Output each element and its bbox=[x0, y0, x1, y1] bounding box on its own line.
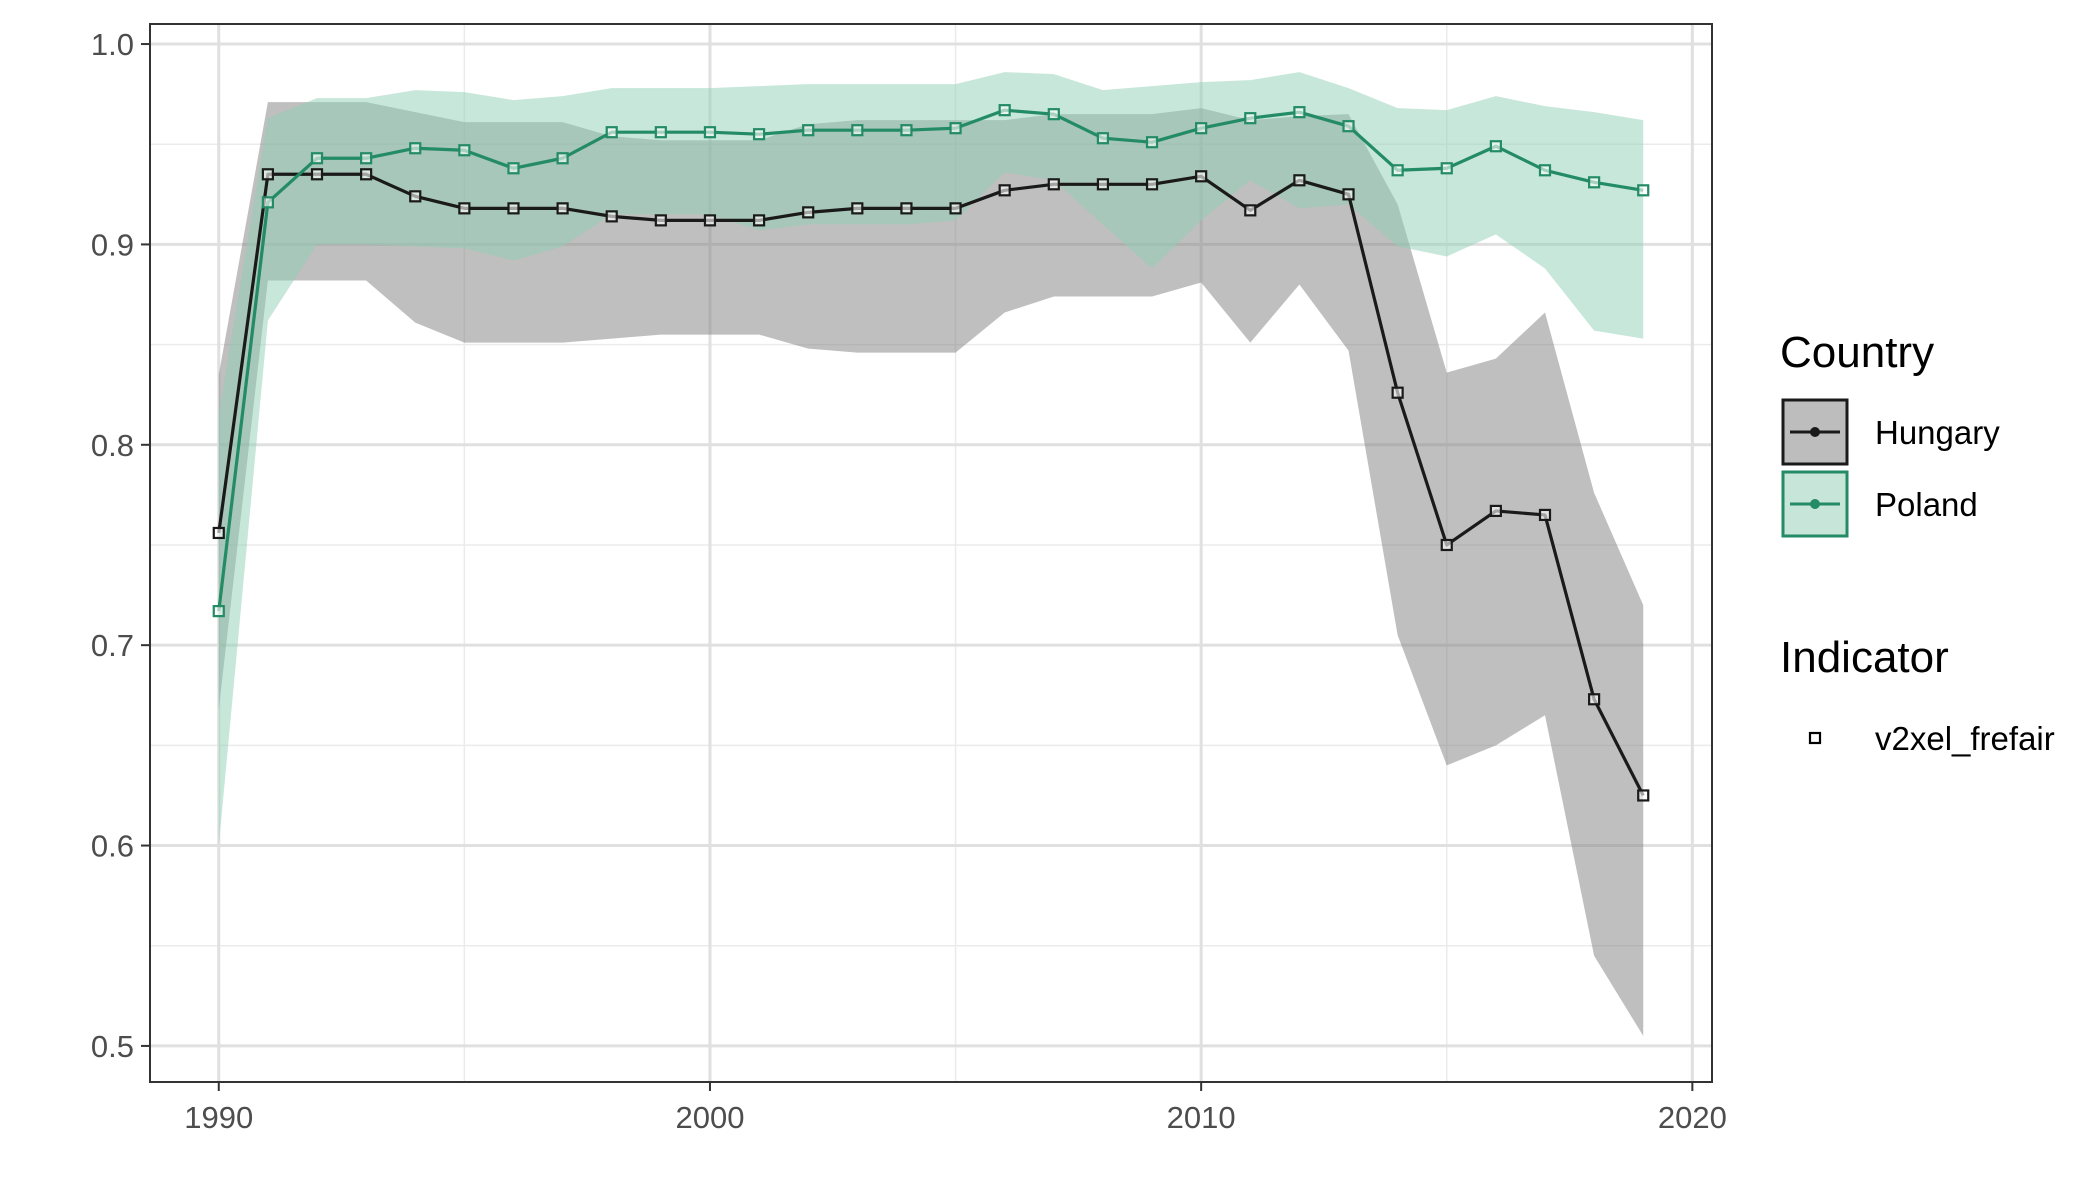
legend-item-hungary: Hungary bbox=[1781, 398, 2000, 466]
line-poland bbox=[217, 108, 1644, 612]
point-hungary-2004 bbox=[900, 202, 913, 215]
point-poland-2008 bbox=[1096, 132, 1110, 145]
point-poland-2010 bbox=[1195, 122, 1208, 135]
line-hungary bbox=[217, 172, 1645, 797]
y-tick-label: 0.7 bbox=[91, 628, 134, 663]
legend-title-indicator: Indicator bbox=[1780, 633, 1949, 682]
y-tick-label: 0.5 bbox=[91, 1029, 134, 1064]
point-poland-1998 bbox=[605, 126, 618, 139]
point-poland-2013 bbox=[1342, 120, 1355, 133]
point-hungary-2015 bbox=[1440, 538, 1453, 552]
point-poland-2001 bbox=[752, 128, 766, 141]
point-hungary-1991 bbox=[261, 168, 274, 181]
legend-key-square-marker bbox=[1808, 731, 1822, 745]
point-hungary-2005 bbox=[949, 202, 962, 215]
point-hungary-2006 bbox=[998, 184, 1011, 197]
point-hungary-1992 bbox=[310, 168, 324, 181]
point-hungary-2003 bbox=[851, 202, 864, 215]
series-points bbox=[212, 104, 1650, 802]
x-axis-tick-labels: 1990 2000 2010 2020 bbox=[184, 1100, 1727, 1135]
point-poland-2004 bbox=[900, 124, 913, 137]
point-hungary-2013 bbox=[1342, 188, 1355, 201]
point-poland-2016 bbox=[1489, 140, 1502, 153]
point-hungary-1993 bbox=[360, 168, 373, 181]
point-hungary-2012 bbox=[1293, 174, 1306, 187]
point-poland-2019 bbox=[1637, 184, 1650, 197]
grid-major bbox=[150, 24, 1712, 1082]
axis-ticks bbox=[141, 43, 1694, 1091]
point-hungary-2002 bbox=[802, 206, 815, 219]
point-poland-1992 bbox=[310, 152, 324, 165]
point-hungary-2016 bbox=[1489, 504, 1502, 518]
legend-item-poland: Poland bbox=[1781, 470, 1978, 538]
point-hungary-2001 bbox=[752, 214, 766, 227]
point-hungary-2008 bbox=[1096, 178, 1110, 191]
point-hungary-1999 bbox=[654, 214, 667, 227]
point-hungary-1995 bbox=[458, 202, 471, 215]
y-tick-label: 1.0 bbox=[91, 27, 134, 62]
legend-key-dot-poland bbox=[1810, 499, 1820, 509]
point-poland-2012 bbox=[1293, 106, 1306, 119]
x-tick-label: 2010 bbox=[1167, 1100, 1236, 1135]
point-poland-2015 bbox=[1440, 162, 1453, 175]
point-hungary-2018 bbox=[1588, 693, 1601, 706]
point-poland-1996 bbox=[507, 162, 520, 175]
point-poland-1999 bbox=[654, 126, 667, 139]
x-tick-label: 2020 bbox=[1658, 1100, 1727, 1135]
point-hungary-2017 bbox=[1538, 508, 1552, 522]
point-poland-2000 bbox=[703, 126, 717, 139]
point-hungary-1996 bbox=[507, 202, 520, 215]
legend-key-dot-hungary bbox=[1810, 427, 1820, 437]
y-axis-tick-labels: 0.5 0.6 0.7 0.8 0.9 1.0 bbox=[91, 27, 134, 1064]
point-poland-2006 bbox=[998, 104, 1011, 117]
point-poland-2005 bbox=[949, 122, 962, 135]
point-poland-2011 bbox=[1244, 112, 1257, 125]
y-tick-label: 0.8 bbox=[91, 428, 134, 463]
point-poland-1994 bbox=[409, 142, 422, 155]
y-tick-label: 0.6 bbox=[91, 829, 134, 864]
legend: Country Hungary Poland Indicator v2xel_f… bbox=[1780, 328, 2055, 757]
x-tick-label: 2000 bbox=[675, 1100, 744, 1135]
point-hungary-1997 bbox=[556, 202, 569, 215]
series-lines bbox=[217, 108, 1645, 797]
plot-panel-border bbox=[149, 23, 1713, 1083]
point-poland-2003 bbox=[851, 124, 864, 137]
point-poland-1990 bbox=[212, 605, 225, 618]
point-hungary-2007 bbox=[1047, 178, 1060, 191]
point-hungary-2011 bbox=[1244, 204, 1257, 217]
point-hungary-2000 bbox=[703, 214, 717, 227]
legend-item-indicator: v2xel_frefair bbox=[1808, 720, 2055, 757]
band-hungary bbox=[218, 102, 1644, 1036]
point-poland-2009 bbox=[1145, 136, 1159, 149]
point-poland-1995 bbox=[458, 144, 471, 157]
point-poland-2007 bbox=[1047, 108, 1060, 121]
point-hungary-2009 bbox=[1145, 178, 1159, 191]
point-poland-1991 bbox=[261, 196, 274, 209]
point-poland-1997 bbox=[556, 152, 569, 165]
x-tick-label: 1990 bbox=[184, 1100, 253, 1135]
y-tick-label: 0.9 bbox=[91, 227, 134, 262]
legend-label-poland: Poland bbox=[1875, 486, 1978, 523]
point-poland-2002 bbox=[802, 124, 815, 137]
point-poland-2017 bbox=[1538, 164, 1552, 177]
point-hungary-1994 bbox=[409, 190, 422, 203]
point-hungary-2014 bbox=[1391, 386, 1404, 399]
point-poland-2018 bbox=[1588, 176, 1601, 189]
legend-label-hungary: Hungary bbox=[1875, 414, 2000, 451]
point-hungary-2010 bbox=[1195, 170, 1208, 183]
point-hungary-1998 bbox=[605, 210, 618, 223]
point-hungary-1990 bbox=[212, 526, 225, 540]
legend-label-v2xel-frefair: v2xel_frefair bbox=[1875, 720, 2055, 757]
point-hungary-2019 bbox=[1637, 789, 1650, 802]
legend-title-country: Country bbox=[1780, 328, 1934, 377]
point-poland-2014 bbox=[1391, 164, 1404, 177]
point-poland-1993 bbox=[360, 152, 373, 165]
